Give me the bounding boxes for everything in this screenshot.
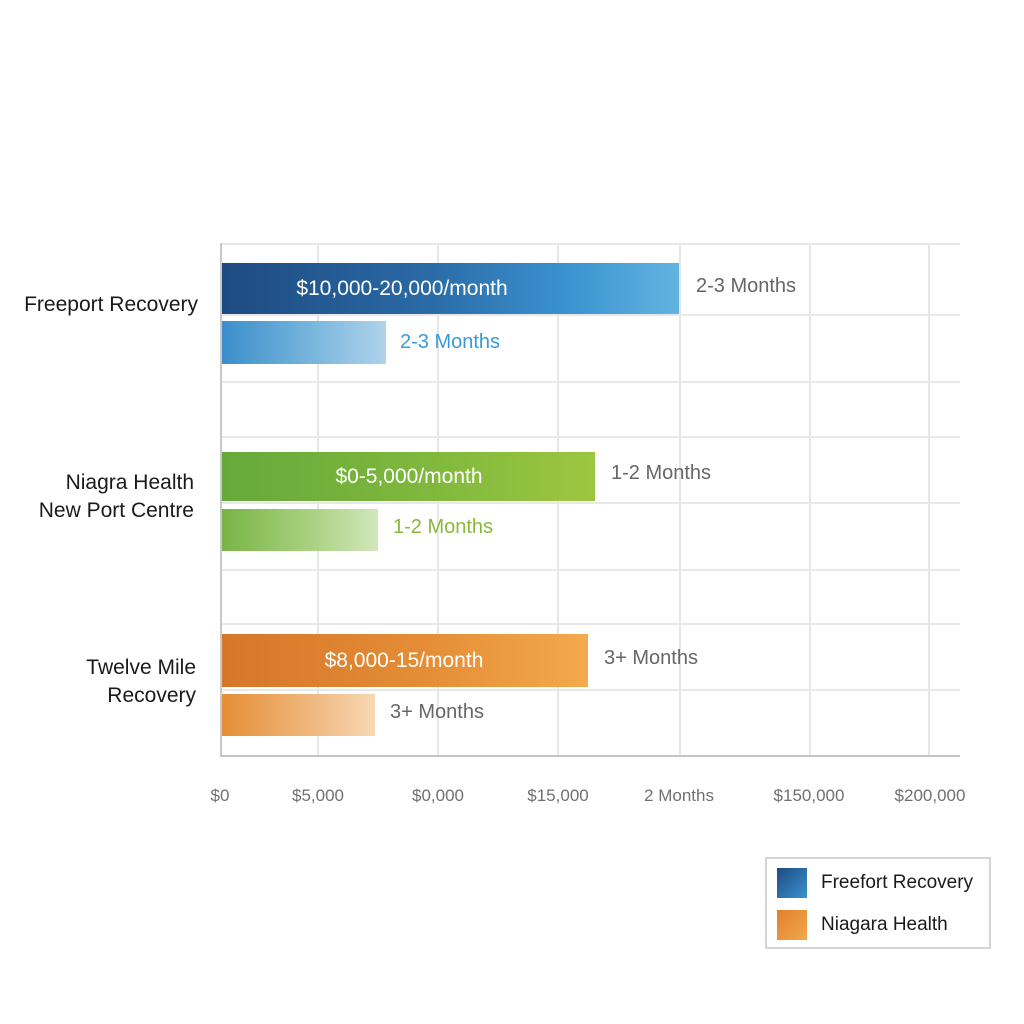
gridline-horizontal [220,623,960,625]
bar-twelve-mile-duration [222,694,375,736]
gridline-horizontal [220,436,960,438]
gridline-vertical [928,243,930,756]
legend: Freefort Recovery Niagara Health [765,857,991,949]
x-axis-line [220,755,960,757]
bar-niagra-cost: $0-5,000/month [222,452,595,501]
bar-label: $8,000-15/month [324,648,484,672]
category-label-line: New Port Centre [38,499,194,522]
bar-label: $0-5,000/month [335,464,483,488]
x-tick-label: $0,000 [412,786,464,805]
legend-item-niagara: Niagara Health [777,910,948,940]
category-label-freeport: Freeport Recovery [24,291,198,319]
category-label-line: Recovery [107,684,196,707]
gridline-horizontal [220,314,960,316]
freeport-duration-label: 2-3 Months [400,331,501,353]
bar-twelve-mile-cost: $8,000-15/month [222,634,588,687]
y-axis-line [220,243,222,757]
niagra-duration-label: 1-2 Months [393,516,494,538]
twelve-mile-cost-end-label: 3+ Months [604,647,698,669]
category-label-line: Twelve Mile [86,656,196,679]
gridline-horizontal [220,689,960,691]
x-tick-label: 2 Months [644,786,714,805]
bar-freeport-cost: $10,000-20,000/month [222,263,679,314]
x-tick-label: $5,000 [292,786,344,805]
gridline-vertical [679,243,681,756]
category-label-niagra: Niagra Health New Port Centre [39,469,194,525]
gridline-horizontal [220,243,960,245]
gridline-vertical [809,243,811,756]
x-tick-label: $150,000 [773,786,845,805]
legend-swatch-orange [777,910,807,940]
niagra-cost-end-label: 1-2 Months [611,462,712,484]
legend-label: Niagara Health [821,914,948,935]
legend-swatch-blue [777,868,807,898]
category-label-line: Niagra Health [65,471,194,494]
legend-label: Freefort Recovery [821,872,974,893]
category-label-twelve-mile: Twelve Mile Recovery [86,654,196,710]
legend-item-freefort: Freefort Recovery [777,868,973,898]
gridline-horizontal [220,569,960,571]
category-label-line: Freeport Recovery [24,293,198,316]
bar-freeport-duration [222,321,386,364]
bar-label: $10,000-20,000/month [296,276,508,300]
bar-niagra-duration [222,509,378,551]
twelve-mile-duration-label: 3+ Months [390,701,484,723]
x-tick-label: $200,000 [894,786,966,805]
plot-area: $10,000-20,000/month $0-5,000/month $8,0… [220,243,960,757]
x-tick-label: $0 [210,786,230,805]
freeport-cost-end-label: 2-3 Months [696,275,797,297]
gridline-horizontal [220,502,960,504]
x-tick-label: $15,000 [527,786,589,805]
gridline-horizontal [220,381,960,383]
